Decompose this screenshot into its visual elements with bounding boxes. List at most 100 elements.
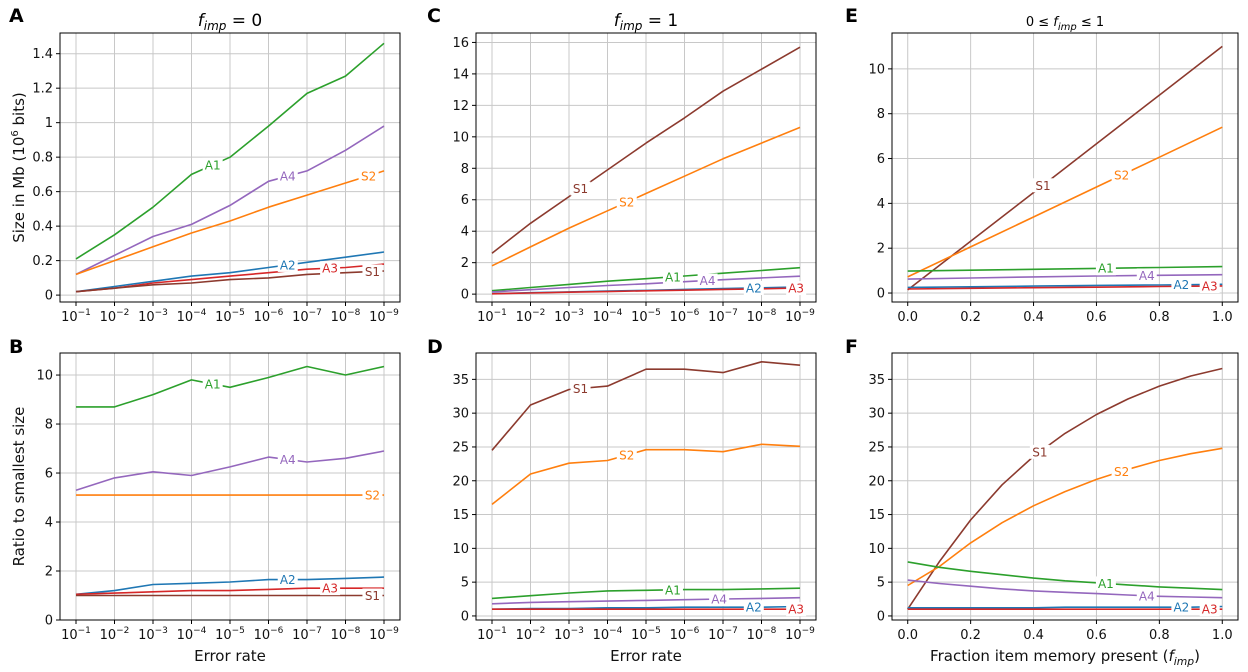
y-tick-label: 0.4 (32, 220, 53, 235)
series-label-bg (662, 269, 683, 284)
series-label-a3: A3 (788, 282, 804, 296)
panel-label: A (9, 5, 24, 27)
series-label-bg (277, 452, 298, 467)
series-line-a1 (491, 587, 801, 600)
y-tick-label: 30 (452, 407, 469, 422)
series-label-bg (1136, 588, 1157, 603)
y-tick-label: 25 (452, 440, 469, 455)
y-tick-label: 2 (877, 242, 885, 257)
x-tick-label: 0.6 (1086, 310, 1107, 325)
series-label-a3: A3 (1202, 603, 1218, 617)
panel-title: 0 ≤ fimp ≤ 1 (1026, 15, 1104, 33)
axes-frame (891, 32, 1239, 303)
y-tick-label: 2 (461, 256, 469, 271)
series-line-a1 (907, 561, 1223, 591)
series-label-bg (320, 261, 341, 276)
y-tick-label: 0 (877, 609, 885, 624)
x-tick-label: 10−2 (100, 308, 130, 325)
series-line-s2 (907, 447, 1223, 587)
y-tick-label: 20 (868, 474, 885, 489)
x-tick-label: 10−3 (554, 308, 584, 325)
x-tick-label: 10−3 (138, 626, 168, 643)
x-tick-label: 10−4 (593, 308, 623, 325)
series-label-a4: A4 (280, 453, 296, 467)
y-tick-label: 6 (45, 467, 53, 482)
series-line-s2 (75, 170, 385, 276)
series-line-a2 (75, 576, 385, 596)
series-label-bg (786, 602, 807, 617)
series-label-s2: S2 (619, 196, 634, 210)
y-tick-label: 25 (868, 440, 885, 455)
series-line-a2 (907, 283, 1223, 289)
y-axis-label: Size in Mb (106 bits) (10, 92, 28, 243)
y-tick-label: 1.4 (32, 47, 53, 62)
series-label-bg (709, 592, 730, 607)
grid (476, 353, 816, 620)
series-label-s1: S1 (365, 265, 380, 279)
series-label-s1: S1 (573, 382, 588, 396)
y-tick-label: 15 (868, 508, 885, 523)
y-tick-label: 0.2 (32, 254, 53, 269)
y-tick-label: 15 (452, 508, 469, 523)
grid (892, 33, 1238, 302)
series-line-a2 (907, 605, 1223, 609)
y-tick-label: 8 (45, 418, 53, 433)
series-line-s1 (907, 367, 1223, 610)
series-line-a4 (907, 579, 1223, 599)
x-tick-label: 10−2 (100, 626, 130, 643)
series-label-s2: S2 (1114, 465, 1129, 479)
series-label-bg (362, 488, 383, 503)
x-tick-label: 0.8 (1149, 628, 1170, 643)
series-label-bg (1111, 464, 1132, 479)
y-axis-label: Ratio to smallest size (10, 407, 28, 567)
x-tick-label: 0.4 (1023, 628, 1044, 643)
panel-label: D (427, 336, 443, 358)
y-tick-label: 10 (452, 130, 469, 145)
y-tick-label: 0 (461, 609, 469, 624)
series-label-a1: A1 (1098, 262, 1114, 276)
series-line-a4 (491, 596, 801, 605)
x-tick-label: 10−5 (215, 626, 245, 643)
y-tick-label: 0.8 (32, 151, 53, 166)
y-tick-label: 5 (461, 576, 469, 591)
series-label-a1: A1 (205, 377, 221, 391)
x-tick-label: 10−1 (477, 308, 507, 325)
series-label-bg (1111, 168, 1132, 183)
y-tick-label: 6 (877, 152, 885, 167)
series-label-bg (786, 281, 807, 296)
series-label-a2: A2 (1173, 601, 1189, 615)
x-tick-label: 10−4 (177, 626, 207, 643)
series-label-bg (1095, 576, 1116, 591)
series-label-a3: A3 (322, 262, 338, 276)
y-tick-label: 35 (868, 373, 885, 388)
x-tick-label: 10−4 (177, 308, 207, 325)
x-tick-label: 10−1 (61, 626, 91, 643)
series-line-a3 (907, 285, 1223, 290)
series-label-s1: S1 (573, 182, 588, 196)
series-label-bg (362, 588, 383, 603)
x-axis-label: Error rate (194, 647, 266, 665)
series-line-a2 (75, 251, 385, 293)
y-tick-label: 35 (452, 373, 469, 388)
series-label-bg (570, 381, 591, 396)
x-tick-label: 10−4 (593, 626, 623, 643)
x-tick-label: 10−8 (747, 626, 777, 643)
x-tick-label: 1.0 (1212, 310, 1233, 325)
x-axis-label: Error rate (610, 647, 682, 665)
y-tick-label: 10 (868, 62, 885, 77)
series-line-a1 (491, 266, 801, 292)
x-tick-label: 10−5 (631, 308, 661, 325)
x-tick-label: 10−9 (369, 308, 399, 325)
y-tick-label: 8 (461, 162, 469, 177)
series-label-bg (1171, 600, 1192, 615)
series-label-bg (202, 157, 223, 172)
series-label-bg (1032, 178, 1053, 193)
series-label-bg (362, 264, 383, 279)
x-tick-label: 0.4 (1023, 310, 1044, 325)
panel-title: fimp = 0 (198, 11, 263, 33)
x-tick-label: 10−7 (292, 308, 322, 325)
series-line-a4 (491, 275, 801, 293)
series-label-a2: A2 (280, 573, 296, 587)
series-label-bg (743, 600, 764, 615)
